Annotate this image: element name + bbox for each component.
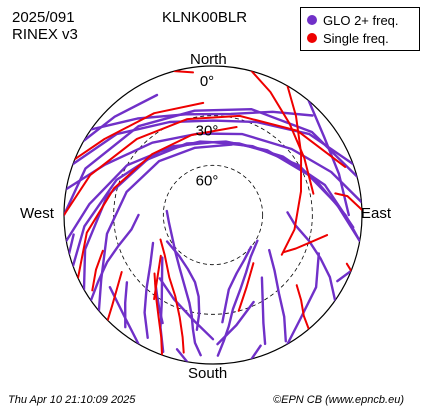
single-marker-icon [307,33,317,43]
single-track-14 [173,70,194,74]
timestamp: Thu Apr 10 21:10:09 2025 [8,394,136,406]
glo-track-5 [71,119,355,166]
glo-track-14 [82,93,159,142]
elevation-label-0: 0° [200,73,214,90]
glo-track-6 [89,110,314,131]
glo-track-29 [124,281,129,329]
glo-track-28 [286,211,337,302]
single-track-9 [91,249,104,292]
single-track-6 [159,238,185,354]
glo-track-9 [286,252,320,346]
north-label: North [190,51,227,68]
single-track-11 [153,254,162,301]
single-track-4 [280,85,303,256]
date-label: 2025/091 [12,9,75,26]
legend: GLO 2+ freq. Single freq. [300,7,420,51]
single-track-5 [106,271,123,322]
station-title: KLNK00BLR [162,9,248,26]
single-track-15 [334,192,362,211]
elevation-ring-30 [113,115,313,315]
elevation-label-60: 60° [196,172,219,189]
format-label: RINEX v3 [12,26,78,43]
glo-track-17 [336,269,353,283]
single-track-12 [237,262,255,312]
glo-track-24 [216,239,259,357]
credit: ©EPN CB (www.epncb.eu) [273,394,404,406]
glo-track-22 [268,248,287,343]
west-label: West [20,205,54,222]
south-label: South [188,365,228,382]
single-track-2 [73,101,205,161]
single-track-13 [282,234,329,254]
elevation-ring-60 [162,164,264,266]
glo-track-25 [143,241,155,339]
legend-label-single: Single freq. [323,31,389,46]
glo-track-11 [250,344,262,361]
glo-track-10 [175,348,189,363]
single-track-10 [345,262,353,272]
legend-label-glo: GLO 2+ freq. [323,13,399,28]
glo-track-26 [260,276,267,346]
glo-track-19 [165,240,201,331]
single-track-8 [295,284,310,331]
glo-track-7 [64,108,359,217]
glo-track-4 [97,143,234,312]
glo-track-20 [221,245,253,324]
single-track-3 [250,70,315,195]
glo-track-16 [67,233,75,255]
glo-track-23 [165,209,202,357]
glo-track-2 [82,140,361,291]
east-label: East [361,205,392,222]
glo-track-3 [65,132,362,204]
single-track-1 [77,126,238,279]
glo-track-12 [158,277,215,341]
glo-track-27 [89,213,140,302]
elevation-label-30: 30° [196,123,219,140]
glo-marker-icon [307,15,317,25]
